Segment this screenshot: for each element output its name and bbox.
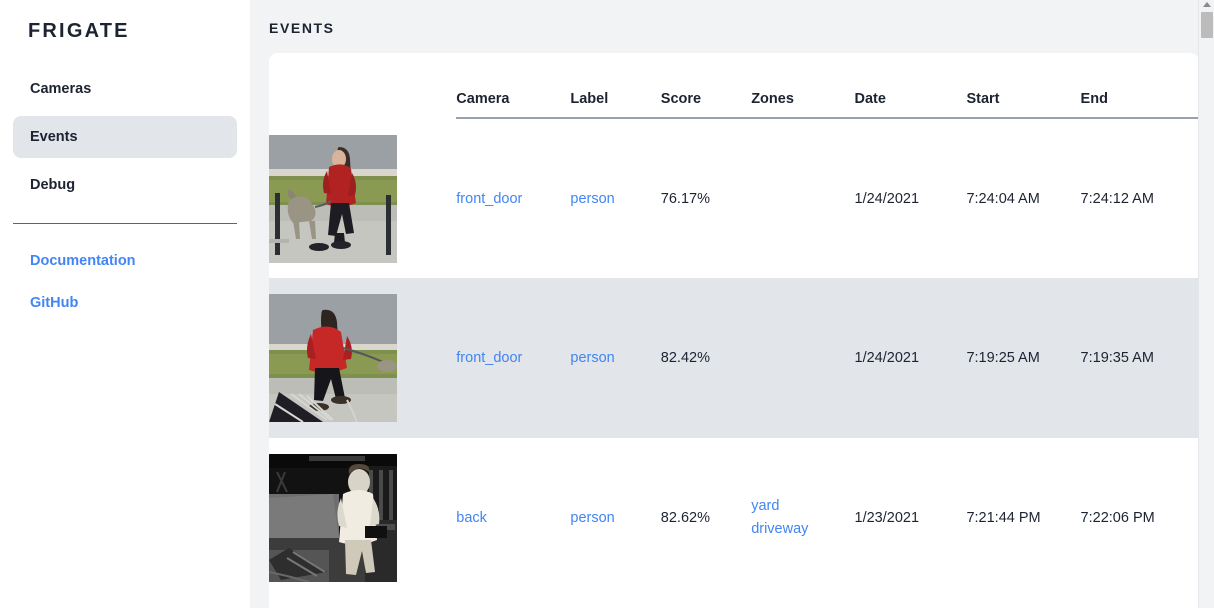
table-row[interactable]: back person 82.62% yard driveway 1/23/20… bbox=[269, 438, 1199, 598]
sidebar-link-github[interactable]: GitHub bbox=[30, 295, 79, 311]
page-scrollbar[interactable] bbox=[1198, 0, 1214, 608]
event-camera-cell: front_door bbox=[456, 118, 570, 278]
column-header-label[interactable]: Label bbox=[570, 53, 661, 119]
event-label-link[interactable]: person bbox=[570, 510, 615, 526]
events-card: Camera Label Score Zones Date Start End bbox=[269, 53, 1199, 608]
events-table-body: front_door person 76.17% 1/24/2021 7:24:… bbox=[269, 118, 1199, 598]
event-end-cell: 7:22:06 PM bbox=[1080, 510, 1155, 526]
page-title: EVENTS bbox=[269, 20, 335, 36]
event-score-cell: 76.17% bbox=[660, 190, 710, 207]
event-end-cell: 7:19:35 AM bbox=[1080, 350, 1154, 366]
sidebar-divider bbox=[13, 223, 237, 224]
event-camera-link[interactable]: back bbox=[456, 510, 487, 526]
event-zone-link[interactable]: driveway bbox=[751, 521, 809, 537]
column-header-camera[interactable]: Camera bbox=[456, 53, 571, 119]
column-header-end[interactable]: End bbox=[1080, 53, 1199, 119]
sidebar-link-documentation[interactable]: Documentation bbox=[30, 253, 136, 269]
event-start-cell: 7:21:44 PM bbox=[966, 510, 1041, 526]
table-header-row: Camera Label Score Zones Date Start End bbox=[269, 53, 1199, 119]
event-thumbnail-cell[interactable] bbox=[269, 118, 456, 278]
event-label-cell: person bbox=[570, 278, 660, 438]
sidebar-item-events[interactable]: Events bbox=[13, 116, 237, 158]
sidebar: FRIGATE Cameras Events Debug Documentati… bbox=[0, 0, 250, 608]
sidebar-nav: Cameras Events Debug bbox=[0, 68, 250, 206]
events-table-head: Camera Label Score Zones Date Start End bbox=[269, 53, 1199, 119]
event-thumbnail-image[interactable] bbox=[269, 294, 397, 422]
sidebar-item-debug[interactable]: Debug bbox=[30, 177, 76, 193]
event-thumbnail-cell[interactable] bbox=[269, 438, 456, 598]
main-content: EVENTS Camera Label Score Zones Date bbox=[250, 0, 1214, 608]
sidebar-item-cameras[interactable]: Cameras bbox=[30, 81, 92, 97]
event-camera-link[interactable]: front_door bbox=[456, 190, 523, 207]
event-score-cell: 82.42% bbox=[660, 350, 710, 366]
event-label-link[interactable]: person bbox=[570, 350, 615, 366]
event-camera-cell: front_door bbox=[456, 278, 570, 438]
event-thumbnail-cell[interactable] bbox=[269, 278, 456, 438]
event-zones-cell bbox=[751, 278, 854, 438]
table-row[interactable]: front_door person 82.42% 1/24/2021 7:19:… bbox=[269, 278, 1199, 438]
column-header-thumbnail bbox=[269, 53, 457, 119]
column-header-zones[interactable]: Zones bbox=[751, 53, 855, 119]
event-label-link[interactable]: person bbox=[570, 190, 615, 207]
event-thumbnail-image[interactable] bbox=[269, 454, 397, 582]
scrollbar-thumb[interactable] bbox=[1201, 12, 1213, 38]
column-header-start[interactable]: Start bbox=[966, 53, 1081, 119]
brand-title: FRIGATE bbox=[28, 20, 130, 42]
events-table: Camera Label Score Zones Date Start End bbox=[269, 53, 1199, 598]
event-zones-cell: yard driveway bbox=[751, 438, 854, 598]
event-start-cell: 7:19:25 AM bbox=[966, 350, 1040, 366]
event-camera-cell: back bbox=[456, 438, 570, 598]
event-thumbnail-image[interactable] bbox=[269, 134, 397, 263]
event-camera-link[interactable]: front_door bbox=[456, 350, 523, 366]
sidebar-external-links: Documentation GitHub bbox=[0, 240, 250, 324]
chevron-up-icon[interactable] bbox=[1203, 2, 1211, 7]
event-label-cell: person bbox=[570, 118, 660, 278]
event-date-cell: 1/24/2021 bbox=[854, 190, 920, 207]
event-label-cell: person bbox=[570, 438, 660, 598]
event-start-cell: 7:24:04 AM bbox=[966, 190, 1040, 207]
event-date-cell: 1/23/2021 bbox=[854, 510, 920, 526]
event-date-cell: 1/24/2021 bbox=[854, 350, 920, 366]
event-end-cell: 7:24:12 AM bbox=[1080, 190, 1154, 207]
event-zone-link[interactable]: yard bbox=[751, 498, 780, 514]
column-header-date[interactable]: Date bbox=[854, 53, 967, 119]
table-row[interactable]: front_door person 76.17% 1/24/2021 7:24:… bbox=[269, 118, 1199, 278]
column-header-score[interactable]: Score bbox=[660, 53, 752, 119]
event-zones-cell bbox=[751, 118, 854, 278]
event-score-cell: 82.62% bbox=[660, 510, 710, 526]
